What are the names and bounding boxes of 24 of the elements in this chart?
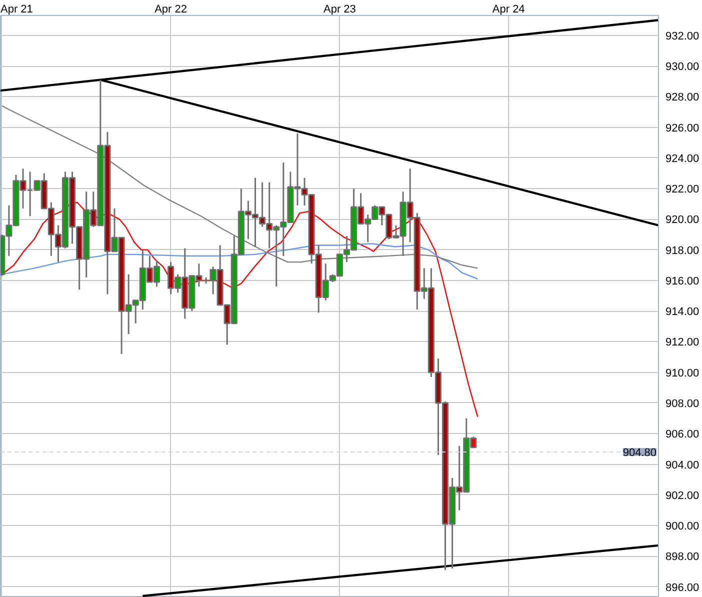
y-tick-label: 910.00 (666, 367, 700, 380)
y-tick-label: 928.00 (666, 92, 700, 104)
y-tick-label: 902.00 (666, 490, 700, 502)
y-tick-label: 912.00 (666, 336, 700, 349)
y-tick-label: 896.00 (666, 582, 700, 594)
x-tick-label: Apr 22 (154, 4, 188, 16)
y-tick-label: 906.00 (666, 428, 700, 441)
y-tick-label: 924.00 (666, 152, 700, 165)
y-tick-label: 914.00 (666, 306, 700, 318)
y-tick-label: 900.00 (666, 520, 700, 533)
y-tick-label: 920.00 (666, 214, 700, 226)
y-tick-label: 908.00 (666, 398, 700, 410)
y-tick-label: 898.00 (666, 551, 700, 564)
ref-line-label: 904.80 (622, 447, 657, 459)
y-tick-label: 918.00 (666, 244, 700, 257)
y-tick-label: 922.00 (666, 184, 700, 196)
y-tick-label: 916.00 (666, 275, 700, 288)
y-tick-label: 926.00 (666, 122, 700, 134)
x-tick-label: Apr 24 (492, 4, 525, 16)
x-tick-label: Apr 23 (324, 4, 356, 16)
x-tick-label: Apr 21 (0, 4, 33, 16)
y-tick-label: 930.00 (666, 61, 700, 74)
y-tick-label: 904.00 (666, 459, 700, 472)
y-tick-label: 932.00 (666, 30, 700, 42)
